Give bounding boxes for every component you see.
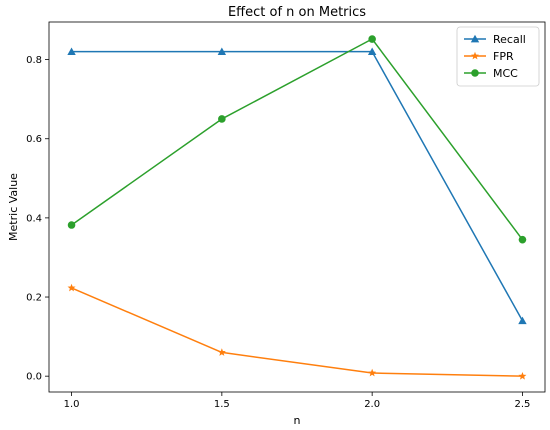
x-tick-label: 1.0 bbox=[64, 399, 80, 410]
data-point-fpr bbox=[368, 368, 377, 377]
series-line-fpr bbox=[70, 287, 524, 377]
x-tick-label: 2.5 bbox=[515, 399, 531, 410]
y-tick-label: 0.2 bbox=[26, 293, 42, 304]
legend-marker-recall bbox=[470, 34, 480, 43]
data-point-recall bbox=[367, 47, 377, 56]
legend-marker-fpr bbox=[471, 51, 479, 60]
axes-frame bbox=[48, 21, 546, 393]
legend: Recall FPR MCC bbox=[456, 26, 540, 87]
y-tick-label: 0.4 bbox=[26, 213, 42, 224]
y-tick-label: 0.0 bbox=[26, 372, 42, 383]
x-axis-title: n bbox=[294, 414, 301, 427]
data-point-fpr bbox=[217, 348, 226, 356]
series-line-mcc bbox=[70, 38, 524, 241]
y-tick-label: 0.8 bbox=[26, 55, 42, 66]
legend-label: FPR bbox=[493, 50, 514, 63]
y-tick-label: 0.6 bbox=[26, 134, 42, 145]
data-point-mcc bbox=[518, 235, 527, 244]
x-axis: 1.0 1.5 2.0 2.5 bbox=[64, 392, 531, 410]
series-fpr bbox=[67, 283, 527, 380]
legend-label: MCC bbox=[493, 67, 518, 80]
y-axis-title: Metric Value bbox=[7, 173, 20, 241]
data-point-fpr bbox=[518, 371, 527, 380]
legend-label: Recall bbox=[493, 33, 526, 46]
chart-title: Effect of n on Metrics bbox=[228, 5, 366, 20]
data-point-mcc bbox=[67, 221, 76, 229]
x-tick-label: 1.5 bbox=[214, 399, 230, 410]
series-mcc bbox=[67, 35, 527, 244]
data-point-recall bbox=[518, 316, 527, 325]
plot-series bbox=[67, 35, 527, 380]
x-tick-label: 2.0 bbox=[364, 399, 380, 410]
legend-marker-mcc bbox=[471, 69, 479, 77]
y-axis: 0.0 0.2 0.4 0.6 0.8 bbox=[26, 55, 49, 383]
data-point-recall bbox=[217, 47, 227, 56]
data-point-fpr bbox=[67, 283, 76, 292]
plot-area-border bbox=[48, 21, 546, 393]
series-recall bbox=[67, 47, 527, 325]
legend-item-recall: Recall bbox=[464, 33, 526, 46]
data-point-mcc bbox=[218, 115, 226, 123]
data-point-recall bbox=[67, 47, 76, 56]
legend-item-mcc: MCC bbox=[464, 67, 518, 80]
series-line-recall bbox=[70, 50, 524, 322]
data-point-mcc bbox=[368, 35, 376, 43]
legend-item-fpr: FPR bbox=[464, 50, 514, 63]
